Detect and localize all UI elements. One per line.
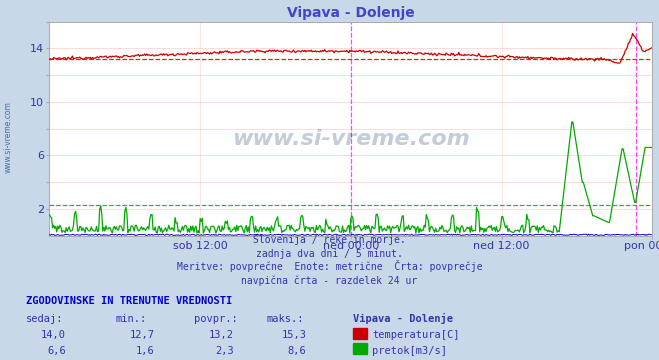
- Text: zadnja dva dni / 5 minut.: zadnja dva dni / 5 minut.: [256, 249, 403, 259]
- Text: www.si-vreme.com: www.si-vreme.com: [3, 101, 13, 173]
- Text: 12,7: 12,7: [130, 330, 155, 341]
- Text: Slovenija / reke in morje.: Slovenija / reke in morje.: [253, 235, 406, 245]
- Text: pretok[m3/s]: pretok[m3/s]: [372, 346, 447, 356]
- Text: temperatura[C]: temperatura[C]: [372, 330, 460, 341]
- Text: navpična črta - razdelek 24 ur: navpična črta - razdelek 24 ur: [241, 275, 418, 286]
- Text: sedaj:: sedaj:: [26, 314, 64, 324]
- Text: maks.:: maks.:: [267, 314, 304, 324]
- Text: 8,6: 8,6: [288, 346, 306, 356]
- Text: min.:: min.:: [115, 314, 146, 324]
- Text: 2,3: 2,3: [215, 346, 234, 356]
- Text: Meritve: povprečne  Enote: metrične  Črta: povprečje: Meritve: povprečne Enote: metrične Črta:…: [177, 260, 482, 273]
- Text: 15,3: 15,3: [281, 330, 306, 341]
- Title: Vipava - Dolenje: Vipava - Dolenje: [287, 6, 415, 21]
- Text: 13,2: 13,2: [209, 330, 234, 341]
- Text: 14,0: 14,0: [41, 330, 66, 341]
- Text: 1,6: 1,6: [136, 346, 155, 356]
- Text: www.si-vreme.com: www.si-vreme.com: [232, 129, 470, 149]
- Text: 6,6: 6,6: [47, 346, 66, 356]
- Text: ZGODOVINSKE IN TRENUTNE VREDNOSTI: ZGODOVINSKE IN TRENUTNE VREDNOSTI: [26, 296, 233, 306]
- Text: Vipava - Dolenje: Vipava - Dolenje: [353, 313, 453, 324]
- Text: povpr.:: povpr.:: [194, 314, 238, 324]
